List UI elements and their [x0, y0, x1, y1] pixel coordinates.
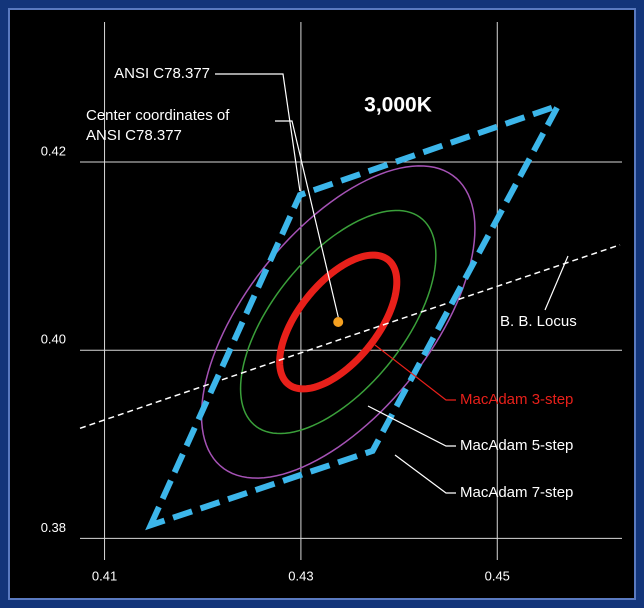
x-tick-label: 0.41 [92, 568, 117, 583]
y-tick-label: 0.38 [41, 520, 66, 535]
annotation: ANSI C78.377 [114, 65, 210, 82]
bb-locus [79, 244, 621, 430]
macadam-ellipse [239, 209, 437, 435]
leader-line [374, 344, 456, 401]
annotation: ANSI C78.377 [86, 127, 182, 144]
annotation: B. B. Locus [500, 313, 577, 330]
legend-label: MacAdam 3-step [460, 391, 573, 408]
plot-background [8, 8, 636, 600]
leader-line [544, 255, 569, 311]
macadam-ellipse [276, 251, 401, 393]
x-tick-label: 0.43 [288, 568, 313, 583]
y-tick-label: 0.42 [41, 143, 66, 158]
leader-line [394, 454, 456, 494]
leader-line [275, 120, 339, 318]
y-tick-label: 0.40 [41, 332, 66, 347]
legend-label: MacAdam 7-step [460, 484, 573, 501]
center-point [333, 316, 344, 327]
chart-title: 3,000K [364, 94, 432, 117]
legend-label: MacAdam 5-step [460, 437, 573, 454]
annotation: Center coordinates of [86, 107, 230, 124]
leader-line [215, 73, 301, 192]
macadam-ellipse [200, 165, 476, 479]
leader-line [367, 405, 456, 447]
x-tick-label: 0.45 [485, 568, 510, 583]
ansi-quadrangle [145, 100, 565, 531]
